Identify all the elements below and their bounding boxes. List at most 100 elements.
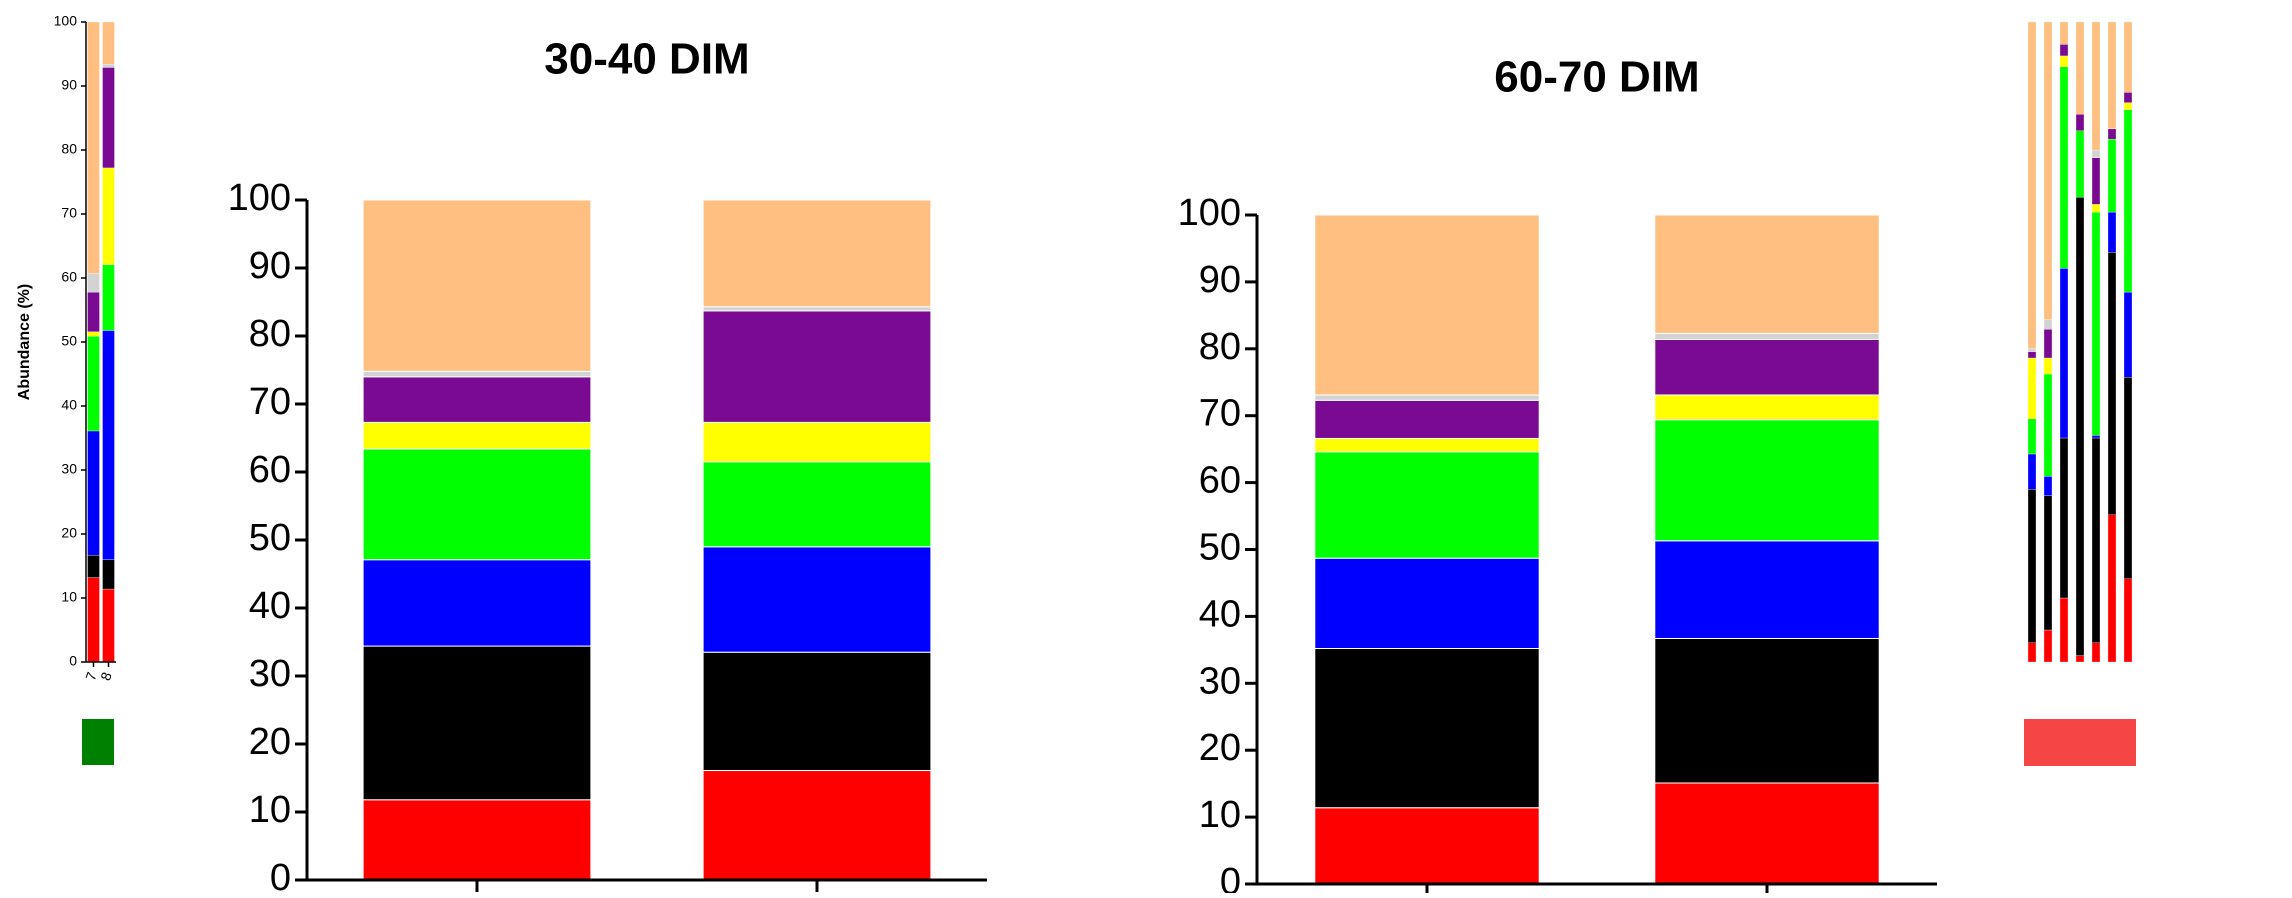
bar-segment [2043, 21, 2053, 320]
bar-segment [1314, 394, 1540, 401]
bar-segment [2043, 629, 2053, 663]
y-tick-label: 90 [61, 77, 77, 93]
bar-segment [2059, 66, 2069, 269]
y-tick-label: 100 [1178, 192, 1241, 234]
bar-segment [2123, 21, 2133, 93]
bar-segment [2027, 418, 2037, 455]
bar-segment [2059, 268, 2069, 439]
y-tick-label: 100 [228, 177, 291, 219]
bar-segment [362, 376, 592, 423]
bar-segment [362, 645, 592, 801]
bar-segment [2107, 21, 2117, 130]
bar-segment [1654, 332, 1880, 340]
bar-segment [2123, 92, 2133, 103]
bar-segment [87, 291, 100, 332]
bar-segment [2043, 373, 2053, 477]
y-tick-label: 30 [61, 461, 77, 477]
bar-segment [2075, 21, 2085, 115]
bar-segment [102, 64, 115, 68]
bar-segment [2091, 21, 2101, 151]
bar-segment [2027, 453, 2037, 490]
y-tick-label: 40 [249, 585, 291, 627]
bar-segment [1314, 557, 1540, 650]
bar-segment [1314, 437, 1540, 453]
y-tick-label: 0 [1220, 861, 1241, 893]
bar-segment [1314, 399, 1540, 439]
bar-segment [2075, 114, 2085, 131]
bar-segment [2123, 109, 2133, 293]
bar-segment [2027, 642, 2037, 663]
bar-segment [362, 370, 592, 378]
bar-segment [2059, 55, 2069, 67]
bar-segment [87, 336, 100, 432]
bar-segment [1314, 807, 1540, 885]
bar-segment [362, 559, 592, 647]
bar-segment [87, 21, 100, 274]
y-tick-label: 60 [1199, 460, 1241, 502]
bar-segment [2107, 514, 2117, 663]
y-tick-label: 80 [1199, 326, 1241, 368]
y-tick-label: 80 [249, 313, 291, 355]
bar-segment [102, 330, 115, 560]
y-tick-label: 70 [61, 205, 77, 221]
bar-segment [1654, 540, 1880, 639]
y-tick-label: 20 [61, 525, 77, 541]
bar-segment [2059, 44, 2069, 57]
bar-segment [102, 264, 115, 331]
y-tick-label: 30 [1199, 660, 1241, 702]
bar-segment [102, 167, 115, 265]
y-tick-label: 10 [61, 589, 77, 605]
bar-segment [702, 461, 932, 548]
bar-segment [87, 577, 100, 663]
bar-segment [362, 421, 592, 450]
bar-segment [87, 430, 100, 556]
bar-segment [1654, 338, 1880, 396]
y-tick-label: 40 [1199, 593, 1241, 635]
bar-segment [702, 310, 932, 423]
y-tick-label: 20 [1199, 727, 1241, 769]
bar-segment [2075, 197, 2085, 656]
bar-segment [2075, 130, 2085, 198]
y-tick-label: 20 [249, 721, 291, 763]
chart-title: 30-40 DIM [544, 35, 749, 84]
bar-segment [2123, 291, 2133, 378]
group-swatch [2024, 719, 2136, 766]
bar-segment [2075, 655, 2085, 663]
y-tick-label: 50 [61, 333, 77, 349]
bar-segment [2107, 252, 2117, 515]
bar-segment [2091, 149, 2101, 158]
bar-segment [2091, 204, 2101, 213]
bar-segment [2091, 642, 2101, 663]
bar-segment [2107, 211, 2117, 253]
y-tick-label: 50 [1199, 527, 1241, 569]
bar-segment [702, 306, 932, 312]
bar-segment [2043, 495, 2053, 631]
y-tick-label: 0 [270, 857, 291, 893]
bar-segment [2091, 437, 2101, 643]
bar-segment [2091, 211, 2101, 436]
bar-segment [362, 448, 592, 561]
bar-segment [2027, 348, 2037, 352]
bar-segment [702, 421, 932, 463]
bar-segment [2027, 357, 2037, 419]
bar-segment [362, 199, 592, 372]
bar-segment [702, 546, 932, 653]
y-tick-label: 70 [1199, 393, 1241, 435]
bar-segment [702, 199, 932, 308]
bar-segment [1654, 394, 1880, 421]
bar-segment [1314, 648, 1540, 809]
bar-segment [702, 770, 932, 881]
y-tick-label: 100 [54, 13, 78, 29]
bar-segment [2123, 377, 2133, 579]
bar-segment [2059, 21, 2069, 45]
bar-segment [2107, 128, 2117, 140]
chart-title: 60-70 DIM [1494, 53, 1699, 102]
y-tick-label: 70 [249, 381, 291, 423]
y-axis-label: Abundance (%) [16, 284, 33, 400]
bar-segment [2091, 157, 2101, 205]
y-tick-label: 40 [61, 397, 77, 413]
bar-segment [2027, 351, 2037, 359]
y-tick-label: 90 [1199, 259, 1241, 301]
bar-segment [2043, 476, 2053, 496]
